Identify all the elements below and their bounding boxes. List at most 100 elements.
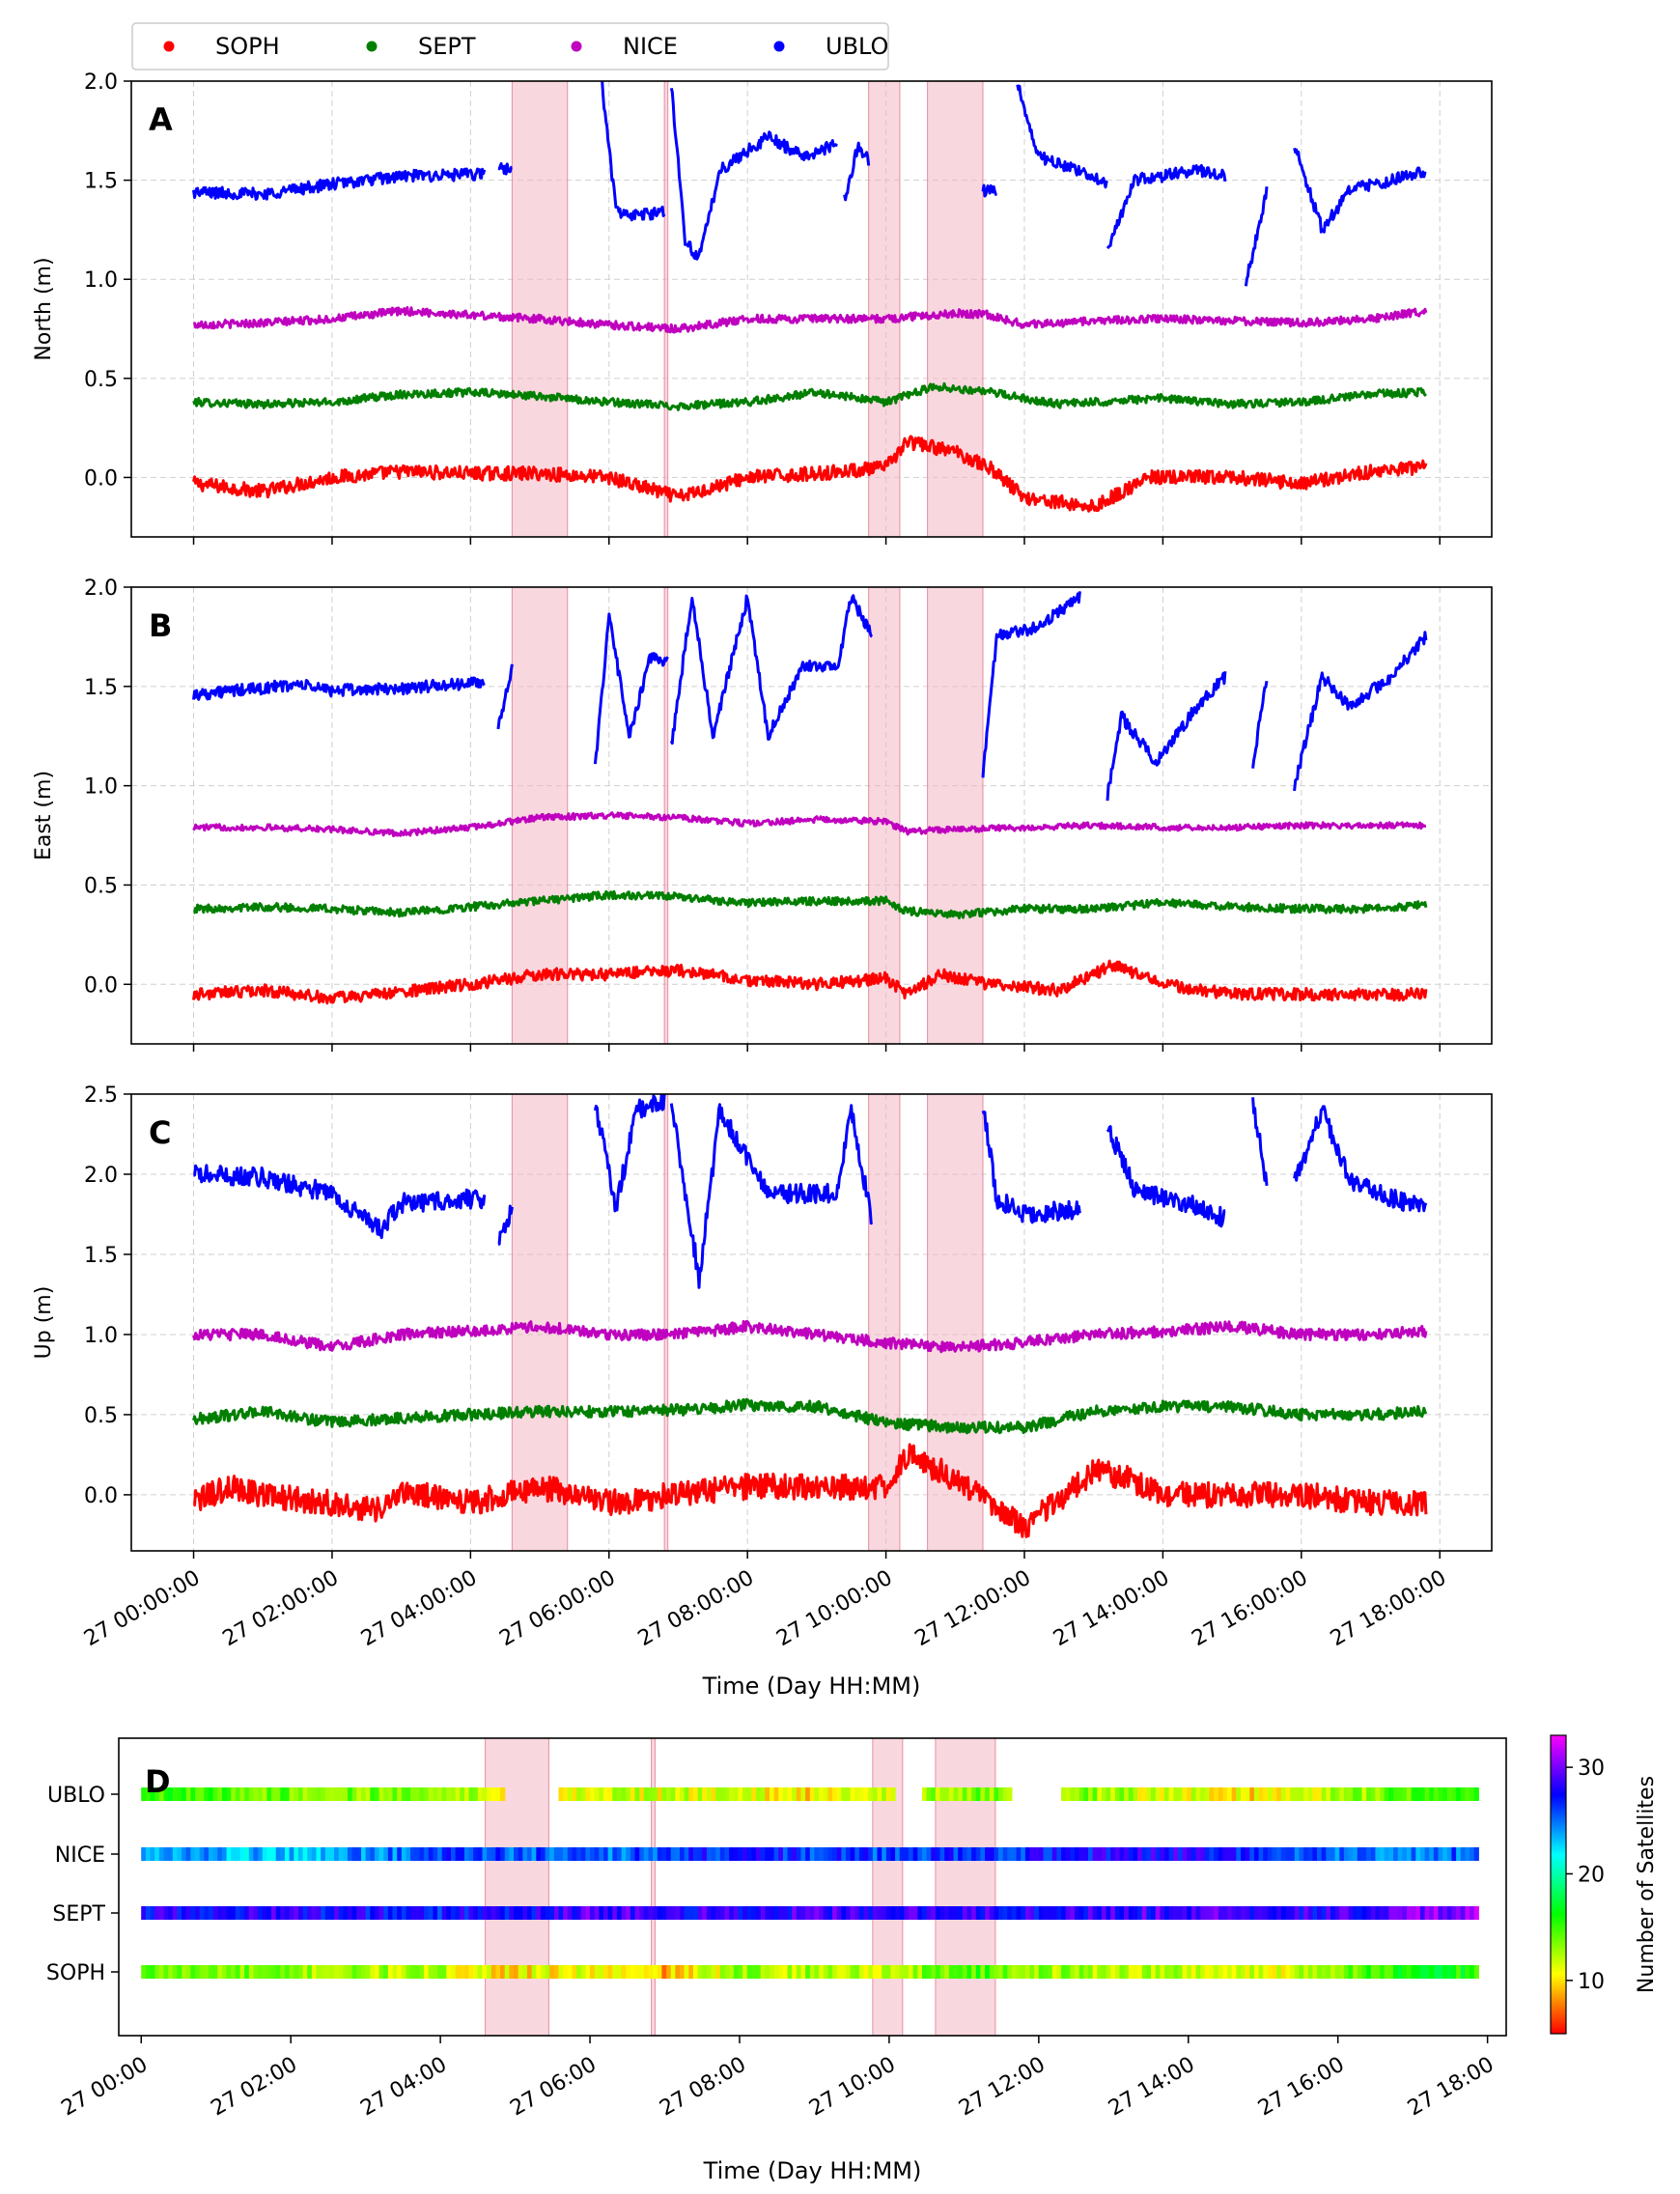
satellite-cell-soph xyxy=(621,1965,627,1979)
satellite-cell-nice xyxy=(738,1847,743,1861)
satellite-cell-sept xyxy=(684,1906,689,1920)
satellite-cell-soph xyxy=(518,1965,523,1979)
satellite-cell-soph xyxy=(531,1965,537,1979)
satellite-cell-nice xyxy=(383,1847,389,1861)
satellite-cell-nice xyxy=(1034,1847,1040,1861)
satellite-cell-ublo xyxy=(1236,1787,1242,1801)
satellite-cell-soph xyxy=(209,1965,214,1979)
satellite-cell-ublo xyxy=(1397,1787,1403,1801)
satellite-cell-nice xyxy=(1245,1847,1250,1861)
satellite-cell-soph xyxy=(1160,1965,1165,1979)
satellite-cell-nice xyxy=(518,1847,523,1861)
satellite-cell-ublo xyxy=(262,1787,267,1801)
satellite-cell-soph xyxy=(549,1965,555,1979)
satellite-cell-nice xyxy=(231,1847,237,1861)
satellite-cell-sept xyxy=(1195,1906,1201,1920)
satellite-cell-soph xyxy=(890,1965,896,1979)
satellite-cell-soph xyxy=(1114,1965,1121,1979)
satellite-cell-soph xyxy=(576,1965,582,1979)
satellite-cell-soph xyxy=(455,1965,461,1979)
satellite-cell-sept xyxy=(639,1906,645,1920)
satellite-cell-sept xyxy=(1388,1906,1394,1920)
satellite-cell-nice xyxy=(715,1847,721,1861)
satellite-cell-sept xyxy=(419,1906,425,1920)
satellite-cell-nice xyxy=(294,1847,299,1861)
satellite-cell-ublo xyxy=(1160,1787,1165,1801)
satellite-cell-soph xyxy=(419,1965,425,1979)
satellite-cell-sept xyxy=(980,1906,986,1920)
satellite-cell-sept xyxy=(814,1906,820,1920)
satellite-cell-soph xyxy=(738,1965,743,1979)
satellite-cell-ublo xyxy=(1424,1787,1430,1801)
satellite-cell-nice xyxy=(1253,1847,1260,1861)
satellite-cell-soph xyxy=(504,1965,510,1979)
satellite-cell-sept xyxy=(827,1906,833,1920)
satellite-cell-ublo xyxy=(719,1787,725,1801)
satellite-cell-sept xyxy=(221,1906,228,1920)
satellite-cell-ublo xyxy=(1438,1787,1443,1801)
satellite-cell-sept xyxy=(953,1906,959,1920)
x-axis-label: Time (Day HH:MM) xyxy=(702,1673,921,1700)
satellite-cell-nice xyxy=(706,1847,713,1861)
satellite-cell-nice xyxy=(590,1847,596,1861)
satellite-cell-ublo xyxy=(823,1787,828,1801)
satellite-cell-soph xyxy=(1101,1965,1107,1979)
satellite-cell-sept xyxy=(280,1906,286,1920)
satellite-cell-soph xyxy=(172,1965,178,1979)
y-tick-label: 2.0 xyxy=(84,577,118,601)
x-tick-label: 27 18:00:00 xyxy=(1327,1566,1450,1652)
satellite-cell-ublo xyxy=(356,1787,362,1801)
satellite-cell-sept xyxy=(1294,1906,1300,1920)
satellite-cell-soph xyxy=(553,1965,560,1979)
satellite-cell-soph xyxy=(383,1965,389,1979)
satellite-cell-nice xyxy=(1200,1847,1206,1861)
satellite-cell-soph xyxy=(742,1965,748,1979)
satellite-cell-sept xyxy=(495,1906,501,1920)
satellite-cell-nice xyxy=(1061,1847,1067,1861)
satellite-cell-soph xyxy=(141,1965,147,1979)
legend-label-soph: SOPH xyxy=(215,33,280,60)
satellite-cell-nice xyxy=(616,1847,623,1861)
satellite-cell-ublo xyxy=(1168,1787,1174,1801)
panel-letter: C xyxy=(149,1114,171,1151)
satellite-cell-ublo xyxy=(177,1787,182,1801)
satellite-cell-nice xyxy=(473,1847,479,1861)
satellite-cell-nice xyxy=(756,1847,762,1861)
satellite-cell-sept xyxy=(158,1906,164,1920)
satellite-cell-nice xyxy=(1330,1847,1336,1861)
satellite-cell-sept xyxy=(433,1906,438,1920)
satellite-cell-ublo xyxy=(841,1787,847,1801)
satellite-cell-nice xyxy=(1348,1847,1354,1861)
satellite-cell-soph xyxy=(348,1965,353,1979)
satellite-cell-soph xyxy=(935,1965,941,1979)
satellite-cell-nice xyxy=(1177,1847,1184,1861)
satellite-cell-soph xyxy=(653,1965,658,1979)
satellite-cell-sept xyxy=(939,1906,945,1920)
satellite-cell-sept xyxy=(195,1906,201,1920)
satellite-cell-sept xyxy=(1182,1906,1188,1920)
satellite-cell-nice xyxy=(939,1847,945,1861)
satellite-cell-soph xyxy=(904,1965,910,1979)
satellite-cell-ublo xyxy=(931,1787,937,1801)
satellite-cell-sept xyxy=(1065,1906,1071,1920)
satellite-cell-sept xyxy=(922,1906,928,1920)
satellite-cell-soph xyxy=(495,1965,501,1979)
satellite-cell-sept xyxy=(962,1906,967,1920)
satellite-cell-sept xyxy=(150,1906,155,1920)
series-line-ublo xyxy=(1016,84,1109,189)
series-line-ublo xyxy=(497,162,513,176)
satellite-cell-soph xyxy=(661,1965,667,1979)
satellite-cell-soph xyxy=(670,1965,676,1979)
satellite-cell-soph xyxy=(1187,1965,1192,1979)
satellite-cell-soph xyxy=(168,1965,174,1979)
satellite-cell-nice xyxy=(1002,1847,1008,1861)
satellite-cell-soph xyxy=(1137,1965,1143,1979)
satellite-cell-soph xyxy=(482,1965,488,1979)
satellite-cell-ublo xyxy=(1241,1787,1246,1801)
satellite-cell-nice xyxy=(639,1847,645,1861)
satellite-cell-sept xyxy=(1473,1906,1479,1920)
satellite-cell-nice xyxy=(612,1847,618,1861)
satellite-cell-sept xyxy=(895,1906,901,1920)
satellite-cell-sept xyxy=(854,1906,860,1920)
satellite-cell-soph xyxy=(800,1965,806,1979)
